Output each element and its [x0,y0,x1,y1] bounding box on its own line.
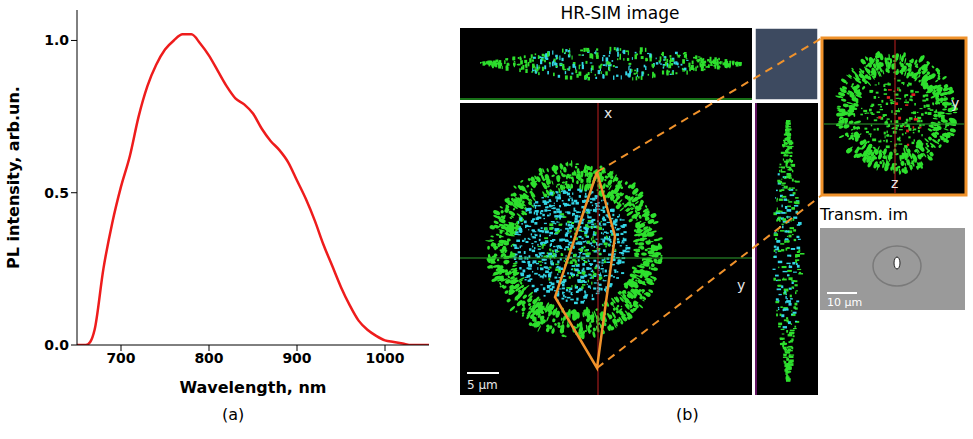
svg-text:Wavelength, nm: Wavelength, nm [179,378,326,397]
svg-text:800: 800 [194,350,223,366]
svg-text:HR-SIM image: HR-SIM image [561,3,680,23]
html-text:(b): (b) [676,405,699,424]
svg-text:5 µm: 5 µm [467,378,498,392]
svg-text:Transm. im: Transm. im [819,205,908,224]
svg-text:z: z [891,175,898,191]
svg-text:y: y [951,95,959,111]
svg-text:y: y [737,277,745,293]
svg-text:1000: 1000 [366,350,405,366]
svg-text:700: 700 [106,350,135,366]
html-text:(a): (a) [222,405,245,424]
svg-text:1.0: 1.0 [44,32,69,48]
svg-text:0.5: 0.5 [44,185,69,201]
svg-text:900: 900 [282,350,311,366]
svg-text:10 µm: 10 µm [827,296,862,309]
svg-text:0.0: 0.0 [44,337,69,353]
svg-text:x: x [604,105,612,121]
svg-text:PL intensity, arb.un.: PL intensity, arb.un. [4,86,23,269]
